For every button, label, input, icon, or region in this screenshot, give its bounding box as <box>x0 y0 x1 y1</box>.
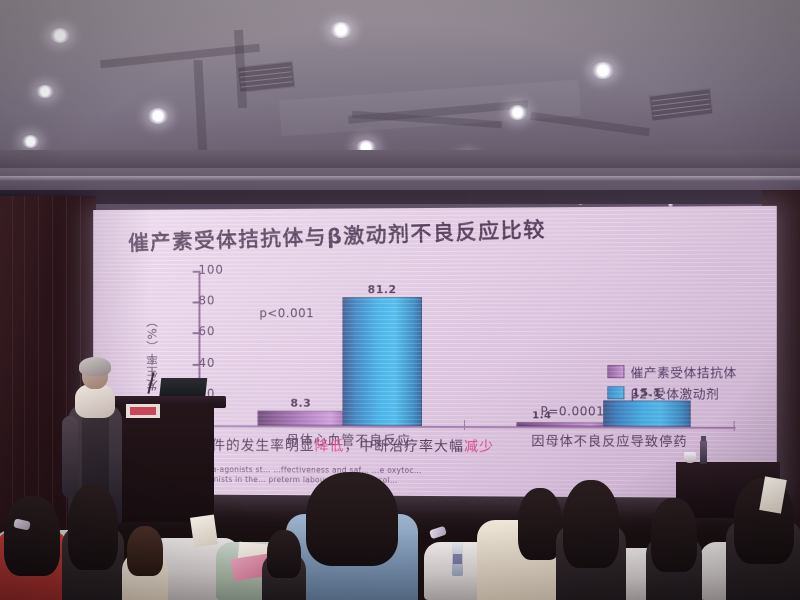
audience-member <box>62 484 124 600</box>
ceiling-downlight <box>36 85 54 98</box>
legend-label-1: 催产素受体拮抗体 <box>630 365 737 381</box>
wall-light <box>668 202 673 207</box>
person-hair <box>267 530 301 578</box>
legend-swatch-purple <box>607 365 625 379</box>
ceiling-downlight <box>148 108 168 124</box>
person-hair <box>4 496 60 576</box>
slide-caption: 孕妇不良事件的发生率明显降低，中断治疗率大幅减少 <box>138 435 738 457</box>
presenter-arm <box>62 416 78 498</box>
water-bottle <box>452 542 463 576</box>
person-hair <box>518 488 562 560</box>
person-hair <box>127 526 163 576</box>
audience-member <box>476 488 562 600</box>
wall-lip <box>0 176 800 181</box>
air-vent <box>236 61 296 93</box>
bar-chart: 0 20 40 60 80 100 发生率（%） 8.3 81.2 <box>145 262 737 451</box>
p-value-annotation-2: P=0.0001 <box>540 404 605 419</box>
bar-value-label: 81.2 <box>367 283 397 297</box>
person-hair <box>68 484 118 570</box>
ceiling-downlight <box>508 105 527 120</box>
chart-legend: 催产素受体拮抗体 β2-受体激动剂 <box>607 362 737 405</box>
bar-series2-cat1: 81.2 <box>342 283 423 426</box>
wall-band <box>0 190 800 204</box>
legend-label-2: β2-受体激动剂 <box>630 386 720 402</box>
caption-part-2: ，中断治疗率大幅 <box>344 438 465 456</box>
air-vent <box>648 88 714 122</box>
cup <box>684 452 696 463</box>
ceiling-downlight <box>22 135 39 148</box>
bar-series2-cat2: 15.1 <box>603 387 691 427</box>
ceiling-downlight <box>50 28 70 43</box>
audience-member <box>284 472 420 600</box>
legend-item-2: β2-受体激动剂 <box>607 383 737 402</box>
person-hair <box>563 480 619 568</box>
bar-value-label: 8.3 <box>290 396 312 410</box>
presenter-hair <box>79 357 111 376</box>
paper-clip-icon <box>429 525 447 540</box>
ceiling-beam <box>193 59 208 161</box>
category-separator <box>464 420 466 431</box>
p-value-annotation-1: p<0.001 <box>259 306 315 321</box>
person-hair <box>306 472 398 566</box>
handout-paper <box>190 514 218 548</box>
audience-member <box>122 526 168 600</box>
ceiling-downlight <box>330 22 352 38</box>
audience-area <box>0 472 800 600</box>
ceiling <box>0 0 800 207</box>
legend-item-1: 催产素受体拮抗体 <box>607 362 737 381</box>
audience-member <box>556 480 626 600</box>
bar-series1-cat1: 8.3 <box>257 397 345 426</box>
audience-member <box>0 496 68 600</box>
caption-highlight-2: 减少 <box>464 439 495 456</box>
caption-highlight-1: 降低 <box>314 438 345 455</box>
ceiling-soffit <box>279 79 581 137</box>
ceiling-downlight <box>592 62 614 79</box>
presenter-scarf <box>75 384 115 418</box>
audience-member <box>262 530 306 600</box>
audience-member <box>646 498 702 600</box>
person-hair <box>651 498 697 572</box>
bar-group-1: 8.3 81.2 p<0.001 <box>257 270 436 426</box>
category-separator <box>733 420 735 432</box>
legend-swatch-blue <box>607 386 625 400</box>
podium-name-plate <box>126 404 160 418</box>
slide-title: 催产素受体拮抗体与β激动剂不良反应比较 <box>127 217 547 256</box>
bar-series1-cat2: 1.4 <box>516 410 606 427</box>
water-bottle <box>700 436 707 464</box>
